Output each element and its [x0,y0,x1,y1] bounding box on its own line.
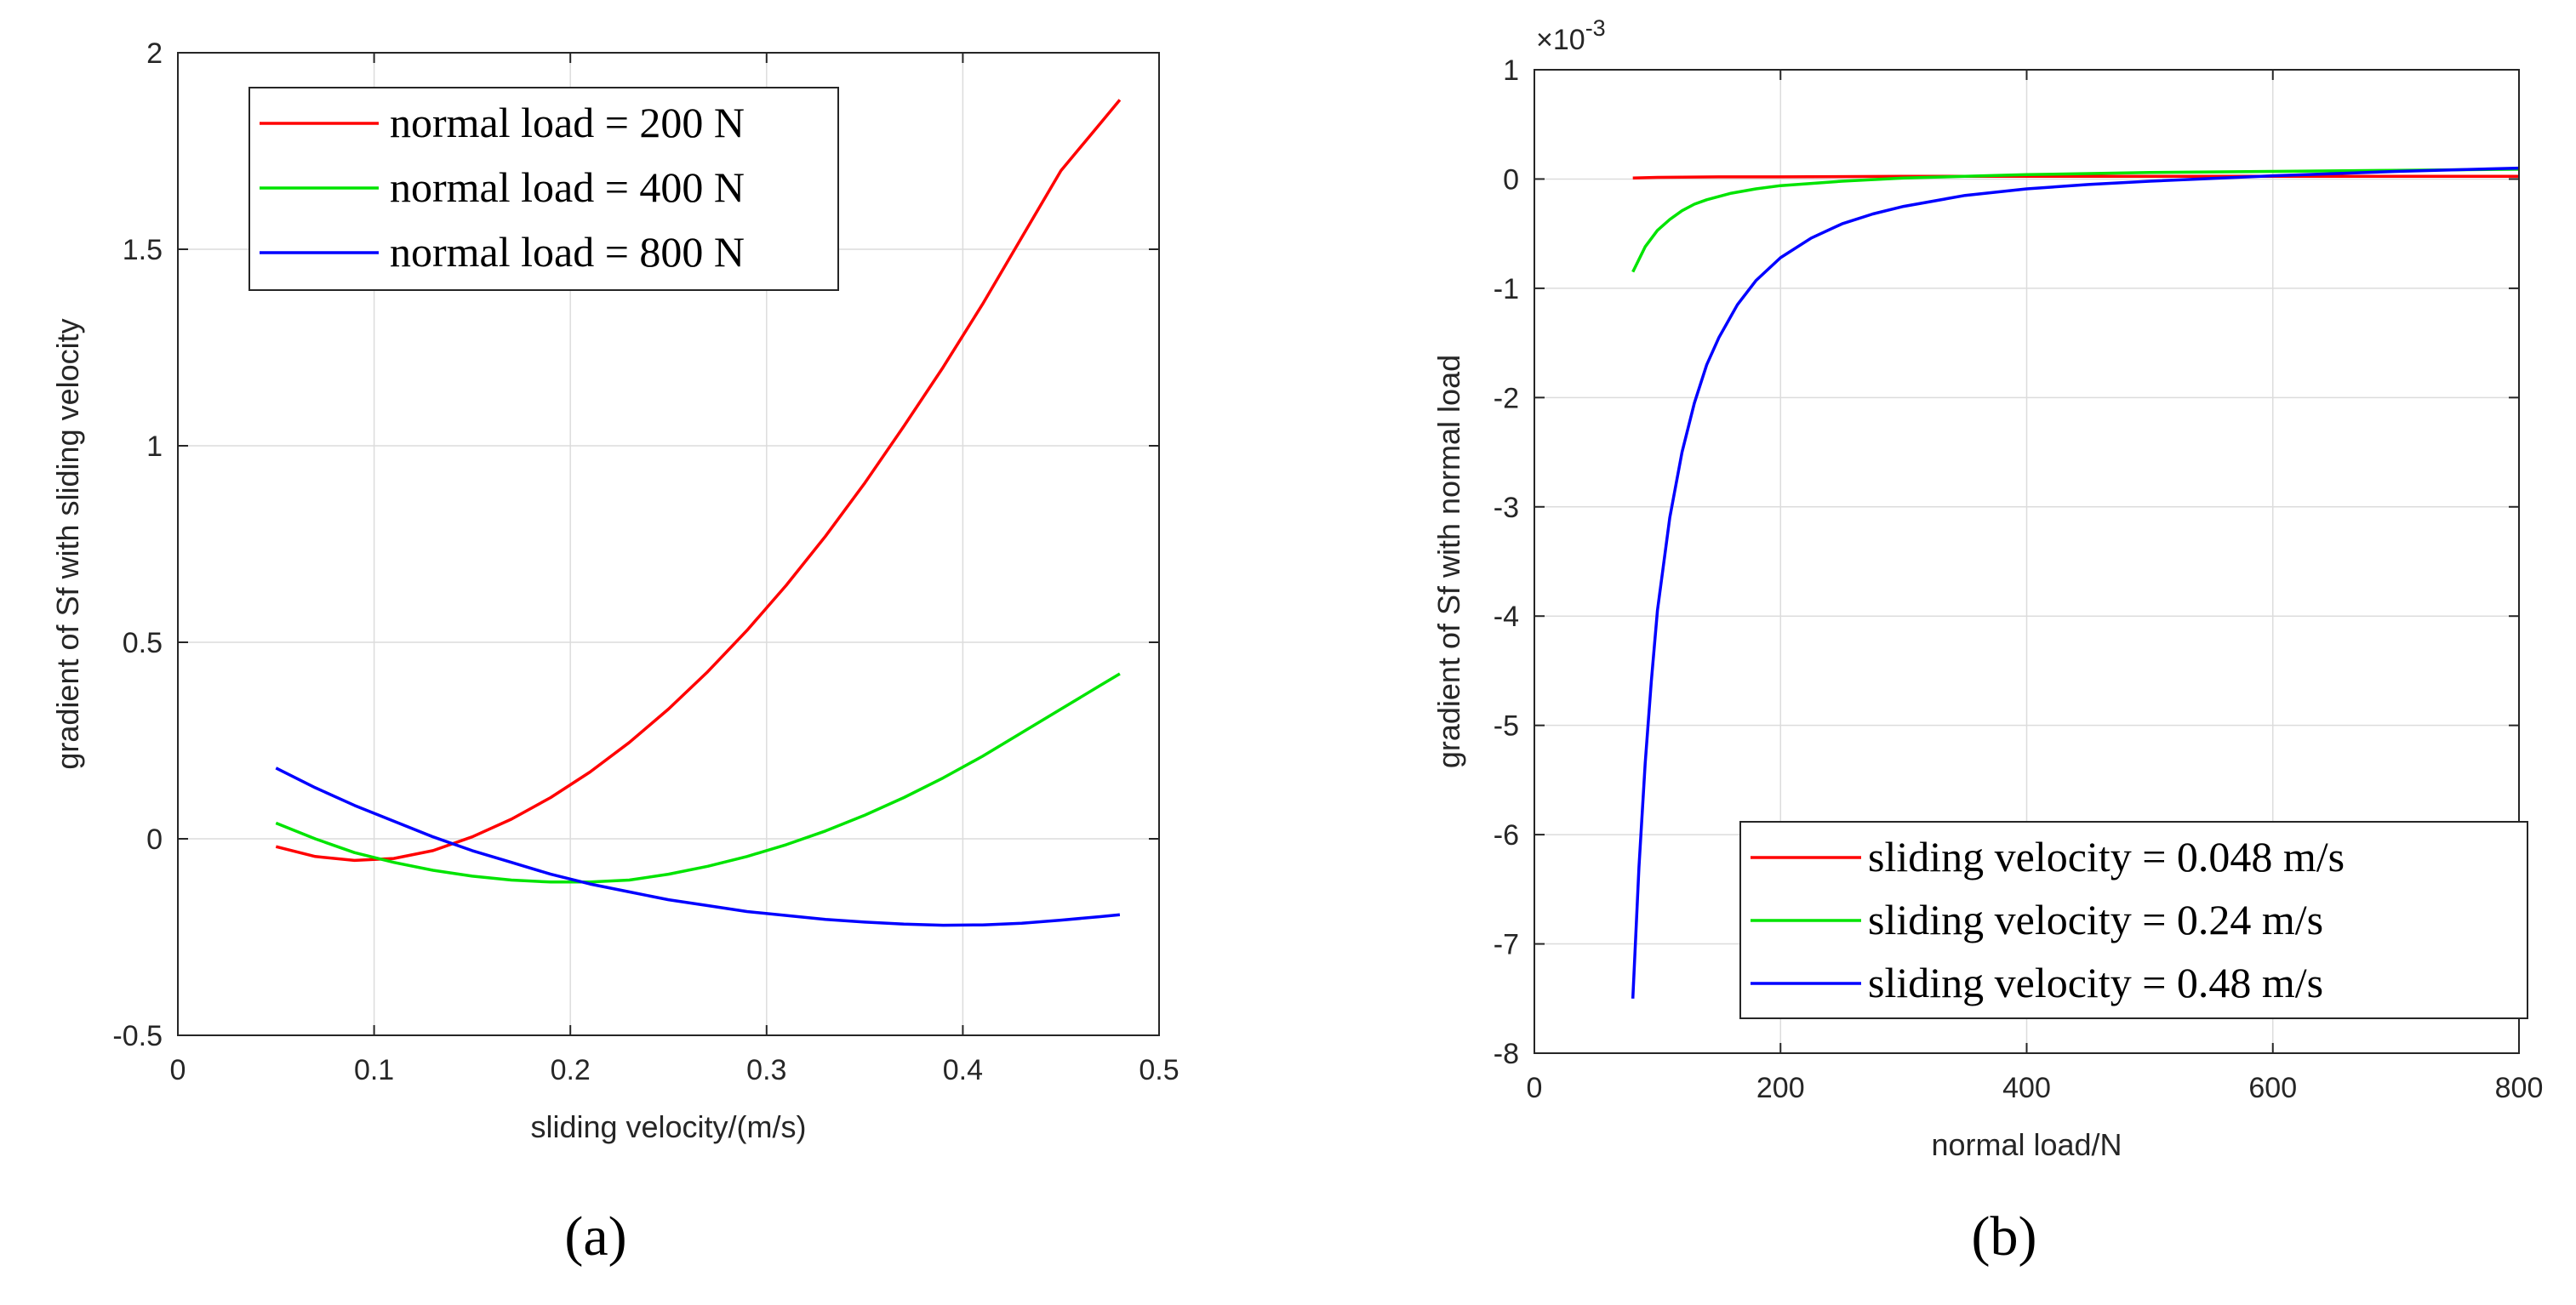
panel-b-chart: 0 200 400 600 800-8-7-6-5-4-3-2-101×10-3norm… [1431,15,2543,1268]
y-tick-label: 2 [146,37,163,70]
y-tick-label: 1.5 [123,234,163,266]
series-line-2 [1631,168,2520,273]
y-tick-label: 0 [1503,163,1519,196]
x-tick-label: 0.4 [943,1054,983,1086]
legend-entry-3: normal load = 800 N [390,228,745,276]
y-tick-label: 1 [146,430,163,463]
x-tick-label: 400 [2002,1072,2051,1104]
y-tick-label: -8 [1494,1038,1519,1070]
series-line-1 [275,99,1122,863]
legend-entry-2: sliding velocity = 0.24 m/s [1868,896,2323,943]
y-tick-label: -5 [1494,710,1519,743]
y-tick-label: -6 [1494,819,1519,852]
legend-entry-2: normal load = 400 N [390,163,745,211]
x-tick-label: 0.2 [551,1054,591,1086]
legend: normal load = 200 N normal load = 400 N no… [248,87,839,291]
y-tick-label: -2 [1494,382,1519,414]
x-axis-label: normal load/N [1931,1127,2122,1162]
x-tick-label: 200 [1756,1072,1805,1104]
x-tick-label: 0.3 [746,1054,786,1086]
legend-entry-1: sliding velocity = 0.048 m/s [1868,833,2345,880]
y-tick-label: -3 [1494,492,1519,524]
x-tick-label: 0.5 [1139,1054,1179,1086]
x-tick-label: 0.1 [354,1054,394,1086]
y-tick-label: -7 [1494,929,1519,961]
x-tick-label: 600 [2248,1072,2297,1104]
y-tick-label: 1 [1503,54,1519,87]
legend-box [1739,821,2528,1019]
series-line-3 [275,766,1121,927]
x-axis-label: sliding velocity/(m/s) [530,1109,806,1144]
axes-frame [177,52,1160,1036]
series-line-2 [275,672,1121,884]
y-multiplier-base: ×10 [1536,24,1585,56]
panel-label: (a) [564,1205,626,1268]
y-multiplier-exponent: -3 [1585,15,1606,41]
y-tick-label: -1 [1494,273,1519,305]
y-tick-label: 0.5 [123,627,163,659]
series-line-3 [1631,166,2520,999]
y-tick-label: -0.5 [112,1020,163,1052]
legend: sliding velocity = 0.048 m/s sliding velo… [1739,821,2528,1019]
x-tick-label: 0 [170,1054,186,1086]
x-tick-label: 0 [1527,1072,1543,1104]
panel-label: (b) [1972,1205,2037,1268]
y-axis-label: gradient of Sf with normal load [1431,355,1466,768]
y-axis-label: gradient of Sf with sliding velocity [50,318,85,769]
legend-entry-1: normal load = 200 N [390,99,745,146]
y-tick-label: 0 [146,823,163,856]
series-line-1 [1632,174,2519,180]
y-multiplier-label: ×10-3 [1536,15,1606,56]
legend-entry-3: sliding velocity = 0.48 m/s [1868,959,2323,1006]
y-tick-label: -4 [1494,601,1519,633]
x-tick-label: 800 [2495,1072,2544,1104]
